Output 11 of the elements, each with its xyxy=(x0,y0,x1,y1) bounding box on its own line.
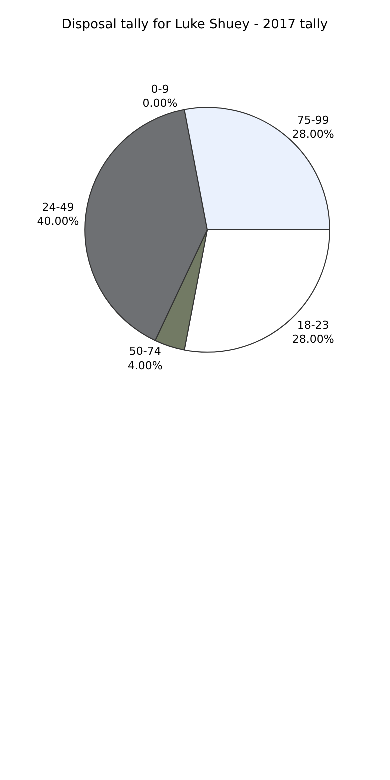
chart-title: Disposal tally for Luke Shuey - 2017 tally xyxy=(62,18,328,33)
category-label: 0-9 xyxy=(151,82,170,96)
slice-label: 24-49 xyxy=(42,200,74,214)
data-label: 40.00% xyxy=(37,215,80,228)
slice-label: 50-74 xyxy=(129,345,162,358)
text: 0.00% xyxy=(142,97,178,110)
data-label: 28.00% xyxy=(292,333,334,346)
slice-label: 75-99 xyxy=(297,114,330,127)
data-label: 4.00% xyxy=(128,359,163,372)
slice-label: 18-23 xyxy=(297,318,330,332)
data-label: 28.00% xyxy=(292,128,334,142)
